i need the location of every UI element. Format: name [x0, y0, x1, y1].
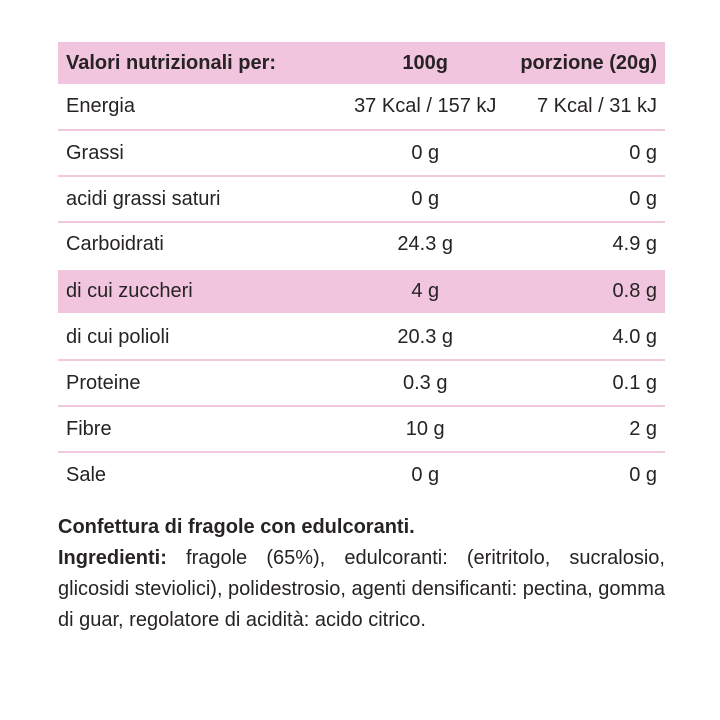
table-row: Grassi 0 g 0 g	[58, 130, 665, 176]
row-label: Sale	[66, 464, 107, 486]
row-value-100g: 20.3 g	[397, 325, 454, 348]
row-label: di cui polioli	[66, 325, 170, 348]
product-title: Confettura di fragole con edulcoranti.	[58, 516, 415, 538]
row-value-100g: 4 g	[331, 266, 520, 316]
table-row: Proteine 0.3 g 0.1 g	[58, 360, 665, 406]
row-value-100g: 10 g	[405, 417, 445, 440]
header-portion-cell: porzione (20g)	[519, 42, 665, 84]
header-label-cell: Valori nutrizionali per:	[58, 42, 332, 84]
row-label: Fibre	[66, 417, 112, 440]
row-value-portion: 4.0 g	[612, 325, 657, 348]
ingredients-label: Ingredienti:	[58, 547, 167, 569]
row-value-portion: 4.9 g	[612, 233, 657, 256]
table-row: di cui polioli 20.3 g 4.0 g	[58, 314, 665, 360]
nutrition-table-header: Valori nutrizionali per: 100g porzione (…	[58, 42, 665, 84]
row-value-100g: 24.3 g	[397, 233, 454, 256]
header-100g-cell: 100g	[331, 42, 520, 84]
row-value-portion: 2 g	[629, 417, 657, 440]
row-value-100g: 0.3 g	[402, 371, 448, 394]
row-label: Carboidrati	[66, 233, 164, 256]
row-value-portion: 0 g	[629, 141, 657, 164]
product-description: Confettura di fragole con edulcoranti. I…	[58, 512, 665, 636]
row-value-100g: 0 g	[411, 464, 440, 486]
row-label: acidi grassi saturi	[66, 187, 221, 210]
ingredients-paragraph: Ingredienti: fragole (65%), edulcoranti:…	[58, 543, 665, 636]
nutrition-label: Valori nutrizionali per: 100g porzione (…	[58, 42, 665, 636]
row-value-100g: 0 g	[411, 187, 440, 210]
row-label: di cui zuccheri	[58, 266, 332, 316]
row-value-100g: 37 Kcal / 157 kJ	[354, 95, 497, 117]
nutrition-table: Valori nutrizionali per: 100g porzione (…	[58, 42, 665, 498]
row-value-portion: 0.8 g	[519, 266, 665, 316]
nutrition-table-body: Energia 37 Kcal / 157 kJ 7 Kcal / 31 kJ Gra…	[58, 84, 665, 498]
row-value-portion: 0 g	[629, 464, 657, 486]
table-row: Fibre 10 g 2 g	[58, 406, 665, 452]
row-label: Energia	[66, 95, 135, 117]
row-label: Grassi	[66, 141, 124, 164]
row-value-portion: 0.1 g	[612, 371, 657, 394]
table-row: Energia 37 Kcal / 157 kJ 7 Kcal / 31 kJ	[58, 84, 665, 130]
table-row: Carboidrati 24.3 g 4.9 g	[58, 222, 665, 268]
ingredients-text: fragole (65%), edulcoranti: (eritritolo,…	[58, 547, 665, 631]
table-row: Sale 0 g 0 g	[58, 452, 665, 498]
header-row: Valori nutrizionali per: 100g porzione (…	[58, 42, 665, 84]
row-value-portion: 0 g	[629, 187, 657, 210]
row-value-100g: 0 g	[411, 141, 440, 164]
row-label: Proteine	[66, 371, 141, 394]
table-row: acidi grassi saturi 0 g 0 g	[58, 176, 665, 222]
row-value-portion: 7 Kcal / 31 kJ	[536, 95, 657, 117]
table-row: di cui zuccheri 4 g 0.8 g	[58, 266, 665, 316]
